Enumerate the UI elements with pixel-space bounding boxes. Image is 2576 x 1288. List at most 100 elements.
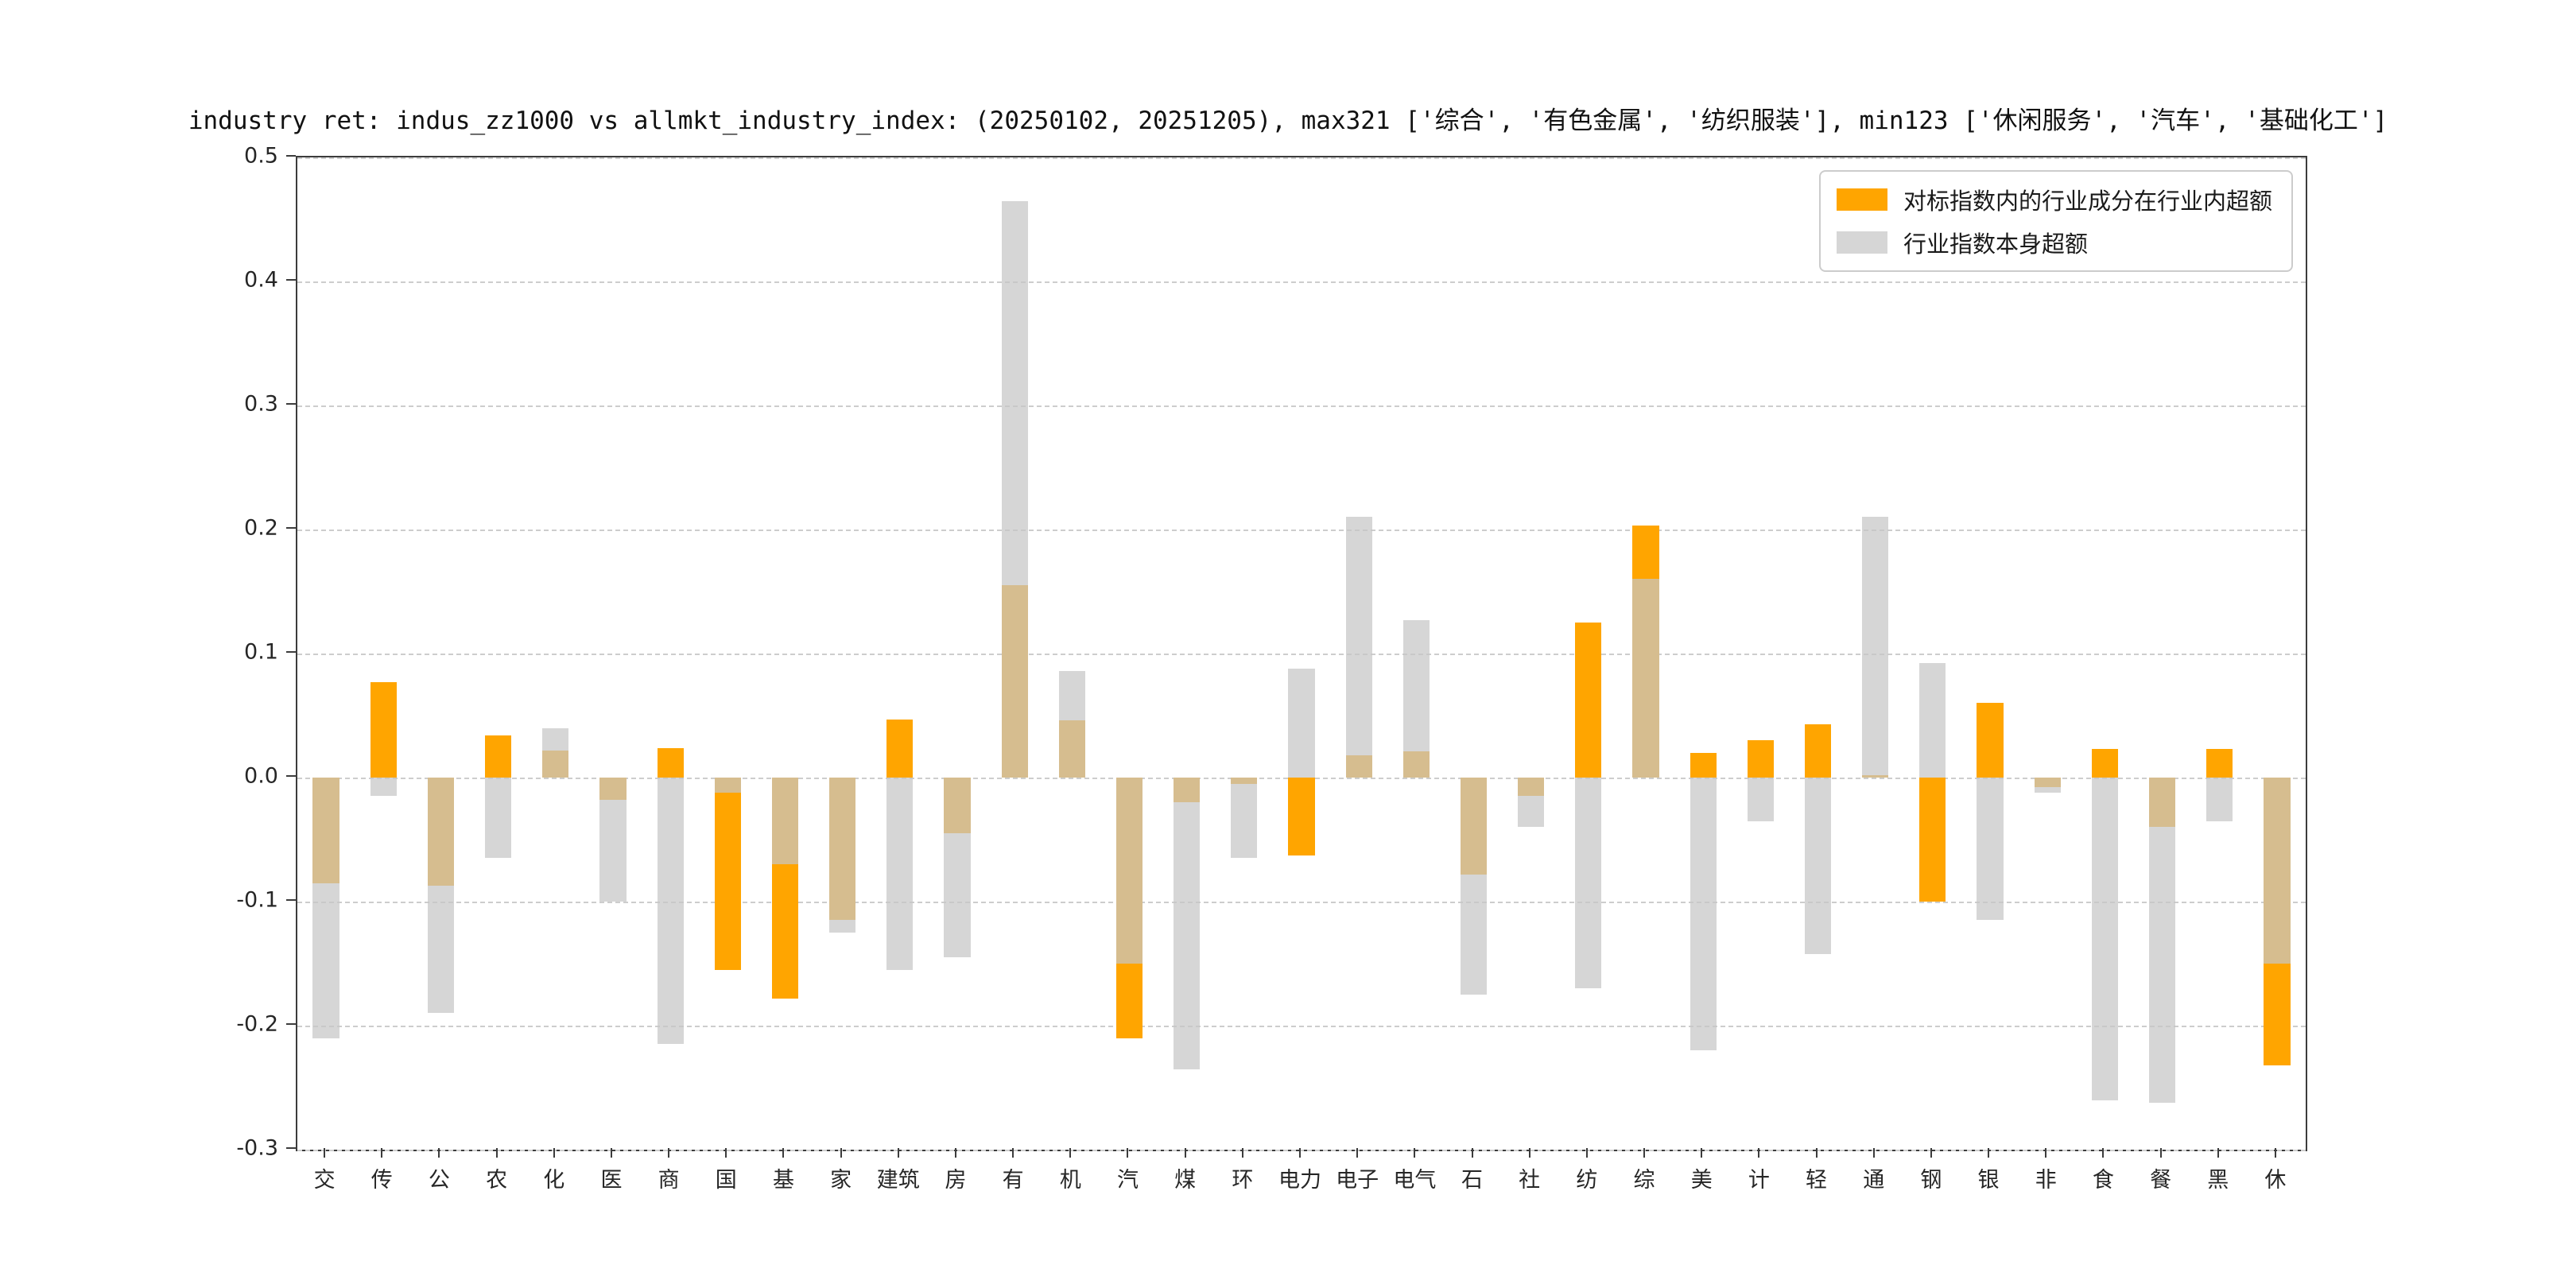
x-tick-label-国: 国 — [715, 1168, 737, 1193]
x-tick-mark — [1701, 1148, 1703, 1158]
x-tick-mark — [897, 1148, 899, 1158]
bar-gray-农 — [485, 778, 512, 859]
bar-gray-食 — [2091, 778, 2118, 1100]
gridline-y-0.4 — [297, 281, 2306, 283]
bar-gray-煤 — [1174, 778, 1201, 1069]
bar-orange-食 — [2091, 749, 2118, 778]
bar-gray-黑 — [2206, 778, 2233, 821]
y-tick-mark — [286, 899, 296, 901]
bar-gray-机 — [1058, 670, 1085, 778]
x-tick-label-医: 医 — [600, 1168, 623, 1193]
bar-gray-计 — [1747, 778, 1774, 821]
x-tick-mark — [1643, 1148, 1646, 1158]
y-tick-label: 0.2 — [244, 515, 278, 541]
x-tick-mark — [438, 1148, 440, 1158]
bar-orange-传 — [370, 681, 397, 778]
x-tick-mark — [2217, 1148, 2219, 1158]
x-tick-label-美: 美 — [1690, 1168, 1713, 1193]
bar-gray-社 — [1518, 778, 1545, 828]
x-tick-mark — [1356, 1148, 1359, 1158]
y-tick-mark — [286, 651, 296, 653]
gridline-y-0.5 — [297, 157, 2306, 159]
legend: 对标指数内的行业成分在行业内超额 行业指数本身超额 — [1818, 170, 2293, 272]
x-tick-label-食: 食 — [2092, 1168, 2114, 1193]
x-tick-mark — [1184, 1148, 1186, 1158]
bar-gray-轻 — [1804, 778, 1832, 954]
x-tick-mark — [1299, 1148, 1301, 1158]
bar-gray-家 — [829, 778, 856, 933]
gridline-y-0.1 — [297, 654, 2306, 655]
x-tick-mark — [2274, 1148, 2276, 1158]
bar-gray-化 — [542, 727, 569, 778]
bar-gray-纺 — [1575, 778, 1602, 989]
bar-orange-黑 — [2206, 749, 2233, 778]
bar-gray-医 — [599, 778, 627, 902]
y-tick-mark — [286, 1023, 296, 1025]
bar-gray-汽 — [1115, 778, 1143, 964]
legend-swatch-gray — [1836, 231, 1887, 254]
bar-orange-电力 — [1288, 778, 1315, 856]
x-tick-label-房: 房 — [945, 1168, 967, 1193]
x-tick-mark — [1758, 1148, 1760, 1158]
y-tick-mark — [286, 403, 296, 405]
gridline-y--0.1 — [297, 902, 2306, 903]
chart-title: industry ret: indus_zz1000 vs allmkt_ind… — [188, 107, 2388, 135]
x-tick-label-通: 通 — [1863, 1168, 1885, 1193]
x-tick-mark — [610, 1148, 612, 1158]
bar-orange-商 — [657, 747, 684, 778]
x-tick-mark — [2045, 1148, 2047, 1158]
x-tick-label-综: 综 — [1633, 1168, 1655, 1193]
bar-orange-钢 — [1919, 778, 1946, 902]
bar-orange-美 — [1690, 752, 1717, 778]
bar-gray-环 — [1231, 778, 1258, 859]
x-tick-label-农: 农 — [486, 1168, 508, 1193]
x-tick-label-轻: 轻 — [1806, 1168, 1828, 1193]
x-tick-label-电力: 电力 — [1278, 1168, 1321, 1193]
bar-gray-钢 — [1919, 663, 1946, 778]
x-tick-mark — [1585, 1148, 1588, 1158]
y-tick-mark — [286, 775, 296, 777]
bar-gray-公 — [427, 778, 455, 1014]
x-tick-mark — [381, 1148, 383, 1158]
x-tick-label-餐: 餐 — [2150, 1168, 2172, 1193]
x-tick-mark — [1069, 1148, 1072, 1158]
x-tick-label-汽: 汽 — [1116, 1168, 1139, 1193]
x-tick-mark — [1815, 1148, 1818, 1158]
bar-orange-计 — [1747, 740, 1774, 778]
x-tick-mark — [954, 1148, 956, 1158]
bar-orange-纺 — [1575, 623, 1602, 778]
x-tick-mark — [1471, 1148, 1473, 1158]
x-tick-mark — [1988, 1148, 1990, 1158]
bar-orange-国 — [714, 778, 741, 970]
bar-gray-通 — [1862, 517, 1889, 778]
y-tick-label: 0.0 — [244, 763, 278, 789]
x-tick-label-黑: 黑 — [2207, 1168, 2229, 1193]
x-tick-label-商: 商 — [658, 1168, 680, 1193]
x-tick-mark — [782, 1148, 785, 1158]
x-tick-mark — [725, 1148, 727, 1158]
bar-orange-建筑 — [886, 719, 914, 778]
bar-gray-商 — [657, 778, 684, 1045]
x-tick-label-环: 环 — [1232, 1168, 1254, 1193]
x-tick-mark — [840, 1148, 842, 1158]
bar-gray-基 — [771, 778, 799, 865]
x-tick-label-传: 传 — [370, 1168, 393, 1193]
y-tick-label: -0.1 — [236, 887, 278, 913]
legend-label-component-excess: 对标指数内的行业成分在行业内超额 — [1903, 188, 2272, 215]
y-tick-mark — [286, 527, 296, 529]
x-tick-mark — [1241, 1148, 1243, 1158]
x-tick-mark — [1012, 1148, 1014, 1158]
bar-gray-传 — [370, 778, 397, 797]
legend-item-component-excess: 对标指数内的行业成分在行业内超额 — [1836, 183, 2272, 216]
x-tick-label-钢: 钢 — [1920, 1168, 1942, 1193]
x-tick-label-机: 机 — [1059, 1168, 1081, 1193]
gridline-y--0.2 — [297, 1026, 2306, 1027]
x-tick-label-纺: 纺 — [1576, 1168, 1598, 1193]
x-tick-label-基: 基 — [772, 1168, 794, 1193]
legend-item-index-excess: 行业指数本身超额 — [1836, 226, 2272, 259]
bar-gray-电子 — [1345, 517, 1372, 778]
x-tick-mark — [553, 1148, 555, 1158]
x-tick-label-化: 化 — [543, 1168, 565, 1193]
bar-gray-房 — [944, 778, 971, 958]
